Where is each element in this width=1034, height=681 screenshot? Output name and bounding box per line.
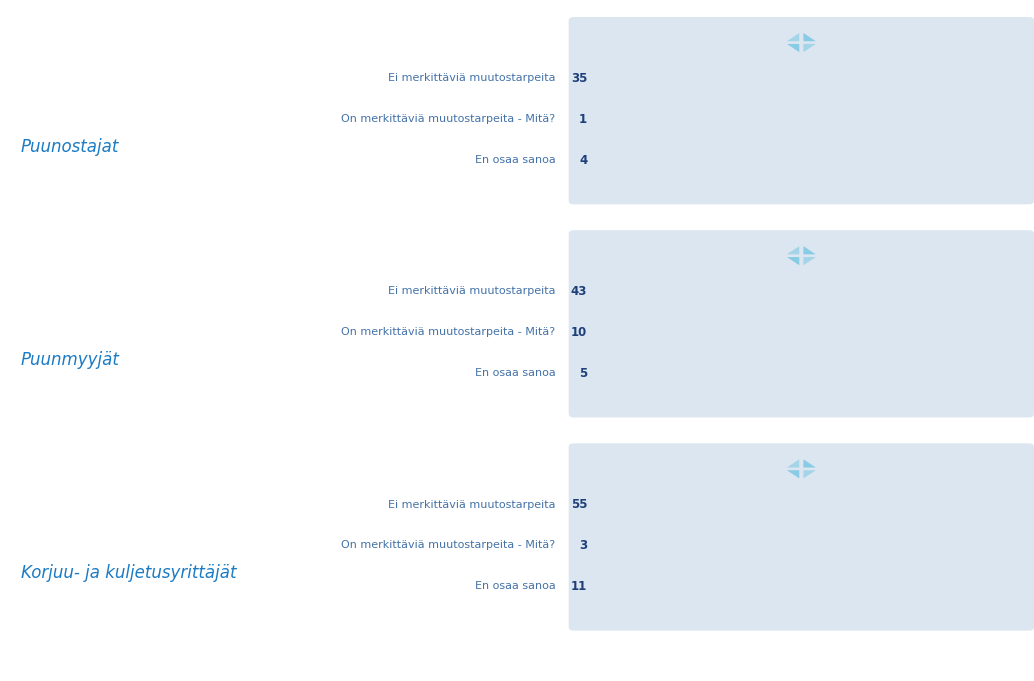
Text: 35: 35 <box>571 72 587 85</box>
Text: 79.7%: 79.7% <box>931 498 971 511</box>
Text: 87.5%: 87.5% <box>963 72 1004 85</box>
Bar <box>592 149 634 171</box>
Bar <box>592 494 925 516</box>
Text: On merkittäviä muutostarpeita - Mitä?: On merkittäviä muutostarpeita - Mitä? <box>341 114 555 124</box>
Text: 43: 43 <box>571 285 587 298</box>
Text: 4: 4 <box>579 153 587 167</box>
Text: Ei merkittäviä muutostarpeita: Ei merkittäviä muutostarpeita <box>388 500 555 509</box>
Text: 15.9%: 15.9% <box>664 580 705 593</box>
Text: 74.1%: 74.1% <box>907 285 948 298</box>
Text: En osaa sanoa: En osaa sanoa <box>475 582 555 591</box>
Text: En osaa sanoa: En osaa sanoa <box>475 155 555 165</box>
Text: 55: 55 <box>571 498 587 511</box>
Text: En osaa sanoa: En osaa sanoa <box>475 368 555 378</box>
Text: Ei merkittäviä muutostarpeita: Ei merkittäviä muutostarpeita <box>388 74 555 83</box>
Text: Ei merkittäviä muutostarpeita: Ei merkittäviä muutostarpeita <box>388 287 555 296</box>
Text: On merkittäviä muutostarpeita - Mitä?: On merkittäviä muutostarpeita - Mitä? <box>341 541 555 550</box>
Bar <box>592 362 629 384</box>
Bar <box>592 108 603 130</box>
Bar <box>592 281 902 302</box>
Text: On merkittäviä muutostarpeita - Mitä?: On merkittäviä muutostarpeita - Mitä? <box>341 328 555 337</box>
Text: 11: 11 <box>571 580 587 593</box>
Text: 8.6%: 8.6% <box>634 366 666 380</box>
Text: 5: 5 <box>579 366 587 380</box>
Text: 17.2%: 17.2% <box>669 326 710 339</box>
Bar <box>592 535 610 556</box>
Bar <box>592 321 664 343</box>
Text: Puunostajat: Puunostajat <box>21 138 119 156</box>
Text: Korjuu- ja kuljetusyrittäjät: Korjuu- ja kuljetusyrittäjät <box>21 564 236 582</box>
Text: Puunmyyjät: Puunmyyjät <box>21 351 120 369</box>
Text: 3: 3 <box>579 539 587 552</box>
Text: 2.5%: 2.5% <box>608 112 641 126</box>
Bar <box>592 67 959 89</box>
Text: 4.3%: 4.3% <box>615 539 648 552</box>
Text: 1: 1 <box>579 112 587 126</box>
Text: 10: 10 <box>571 326 587 339</box>
Text: 10%: 10% <box>639 153 667 167</box>
Bar <box>592 575 659 597</box>
